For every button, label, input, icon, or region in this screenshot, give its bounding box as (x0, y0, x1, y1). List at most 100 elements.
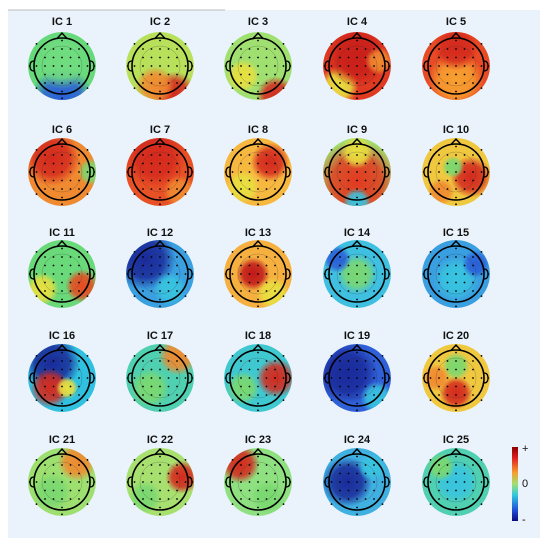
electrode (274, 162, 276, 165)
electrode (159, 196, 161, 199)
electrode (150, 273, 153, 275)
electrode (86, 295, 89, 297)
electrode (78, 290, 80, 292)
electrode (142, 489, 144, 492)
electrode (231, 295, 234, 297)
electrode (373, 377, 375, 379)
electrode (257, 290, 259, 292)
electrode (257, 472, 259, 475)
electrode (463, 368, 466, 371)
electrode (463, 162, 466, 165)
electrode (35, 295, 38, 297)
electrode (184, 503, 187, 505)
electrode (142, 281, 144, 284)
electrode (274, 394, 276, 396)
electrode (356, 481, 358, 483)
electrode (347, 82, 350, 84)
electrode (69, 162, 72, 165)
electrode (184, 251, 187, 253)
electrode (159, 138, 161, 141)
electrode (455, 32, 457, 35)
electrode (323, 481, 326, 483)
map-blob (34, 33, 90, 89)
electrode (257, 48, 259, 50)
electrode (142, 154, 144, 156)
electrode (133, 43, 136, 45)
electrode (52, 281, 55, 284)
electrode (159, 162, 161, 165)
electrode (446, 162, 449, 165)
electrode (472, 394, 474, 396)
electrode (472, 377, 474, 379)
electrode (167, 171, 170, 173)
electrode (373, 394, 375, 396)
electrode (373, 464, 375, 466)
electrode (455, 90, 457, 93)
electrode (356, 448, 358, 451)
electrode (373, 179, 375, 182)
electrode (159, 97, 161, 100)
electrode (339, 360, 341, 362)
electrode (257, 368, 259, 371)
electrode (78, 73, 80, 76)
component-title: IC 21 (49, 434, 75, 446)
electrode (61, 171, 63, 173)
electrode (446, 489, 449, 492)
electrode (472, 48, 474, 50)
electrode (422, 171, 425, 173)
electrode (159, 188, 161, 190)
electrode (167, 82, 170, 84)
electrode (35, 149, 38, 151)
electrode (159, 171, 161, 173)
electrode (176, 385, 178, 388)
electrode (257, 179, 259, 182)
electrode (356, 394, 358, 396)
electrode (69, 472, 72, 475)
electrode (176, 281, 178, 284)
head-outline (229, 453, 287, 511)
electrode (61, 32, 63, 35)
scalp-map (126, 31, 194, 100)
electrode (35, 377, 38, 379)
electrode (167, 464, 170, 466)
electrode (133, 355, 136, 357)
electrode (381, 399, 384, 401)
electrode (356, 240, 358, 243)
electrode (265, 56, 268, 59)
electrode (373, 290, 375, 292)
scalp-map (422, 137, 490, 206)
electrode (142, 73, 144, 76)
electrode (61, 65, 63, 67)
electrode (184, 355, 187, 357)
contour (237, 45, 279, 87)
map-blob (462, 250, 490, 278)
electrode (61, 513, 63, 516)
electrode (126, 273, 129, 275)
component-title: IC 19 (344, 330, 370, 342)
electrode (167, 290, 170, 292)
electrode (248, 179, 251, 182)
electrode (78, 273, 80, 275)
head-outline (328, 245, 386, 303)
electrode (159, 240, 161, 243)
electrode (265, 464, 268, 466)
electrode (142, 290, 144, 292)
electrode (381, 503, 384, 505)
electrode (455, 368, 457, 371)
electrode (257, 351, 259, 354)
electrode (364, 394, 367, 396)
map-blob (441, 155, 465, 179)
electrode (176, 179, 178, 182)
electrode (282, 65, 285, 67)
electrode (159, 513, 161, 516)
electrode (133, 251, 136, 253)
electrode (44, 56, 46, 59)
electrode (44, 65, 46, 67)
electrode (150, 48, 153, 50)
electrode (257, 154, 259, 156)
electrode (373, 171, 375, 173)
electrode (78, 162, 80, 165)
electrode (61, 464, 63, 466)
electrode (472, 73, 474, 76)
electrode (86, 399, 89, 401)
